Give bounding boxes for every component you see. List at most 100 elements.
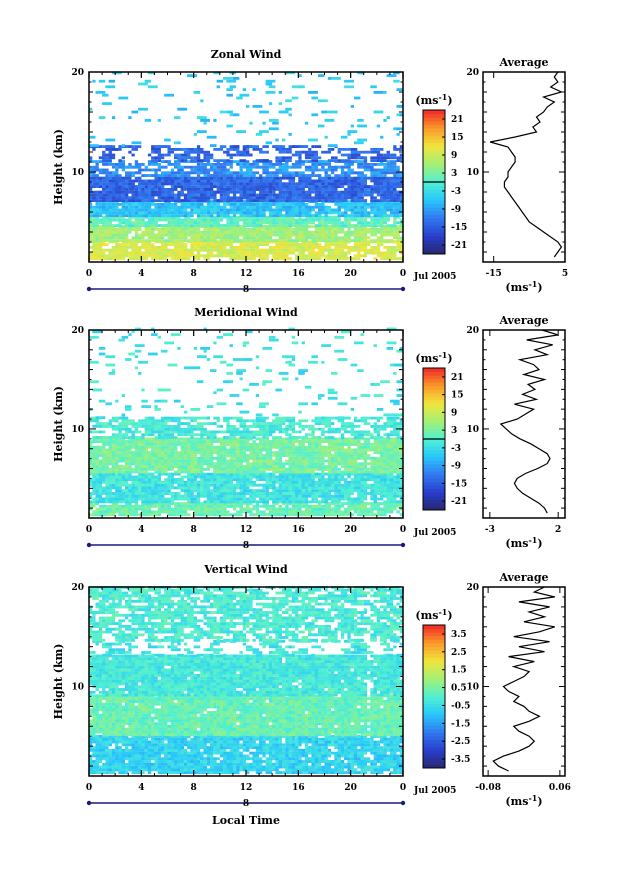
heatmap-cell — [229, 478, 233, 481]
heatmap-cell — [115, 218, 119, 222]
heatmap-cell — [360, 71, 364, 75]
heatmap-cell — [259, 472, 263, 476]
heatmap-cell — [111, 193, 119, 197]
heatmap-cell — [219, 218, 224, 222]
heatmap-cell — [151, 486, 155, 490]
heatmap-cell — [399, 156, 403, 160]
heatmap-cell — [226, 124, 233, 128]
heatmap-cell — [111, 254, 116, 258]
heatmap-cell — [321, 199, 328, 202]
heatmap-cell — [167, 163, 178, 166]
colorbar-segment — [423, 246, 445, 251]
heatmap-cell — [206, 214, 211, 217]
heatmap-cell — [190, 246, 197, 249]
heatmap-cell — [213, 221, 220, 225]
heatmap-cell — [275, 196, 282, 200]
heatmap-cell — [174, 492, 178, 495]
heatmap-cell — [89, 459, 93, 463]
heatmap-cell — [108, 239, 112, 242]
heatmap-cell — [170, 510, 175, 514]
heatmap-cell — [151, 465, 158, 468]
heatmap-cell — [246, 214, 253, 217]
heatmap-cell — [393, 176, 400, 180]
heatmap-cell — [295, 478, 299, 481]
heatmap-cell — [229, 156, 233, 160]
colorbar-segment — [423, 218, 445, 223]
heatmap-cell — [167, 462, 171, 466]
heatmap-cell — [121, 203, 125, 206]
heatmap-cell — [154, 199, 165, 202]
heatmap-cell — [121, 228, 129, 231]
heatmap-cell — [259, 467, 266, 471]
heatmap-cell — [125, 182, 132, 186]
heatmap-cell — [380, 156, 390, 160]
heatmap-cell — [138, 208, 145, 212]
heatmap-cell — [161, 462, 165, 466]
heatmap-cell — [246, 105, 250, 108]
heatmap-cell — [311, 486, 315, 490]
heatmap-cell — [259, 214, 266, 217]
heatmap-cell — [190, 251, 194, 255]
heatmap-cell — [131, 510, 138, 514]
colorbar-segment — [423, 196, 445, 201]
heatmap-cell — [219, 179, 227, 183]
heatmap-cell — [183, 208, 188, 212]
heatmap-cell — [363, 467, 371, 471]
heatmap-cell — [252, 500, 256, 504]
heatmap-cell — [203, 182, 207, 186]
heatmap-cell — [285, 176, 296, 180]
heatmap-cell — [327, 205, 332, 209]
heatmap-cell — [363, 459, 368, 463]
heatmap-cell — [177, 179, 181, 183]
heatmap-cell — [370, 494, 377, 498]
heatmap-cell — [255, 254, 260, 258]
heatmap-cell — [295, 510, 305, 514]
heatmap-cell — [331, 467, 341, 471]
heatmap-cell — [383, 500, 390, 504]
heatmap-cell — [154, 171, 158, 175]
heatmap-cell — [134, 497, 142, 501]
heatmap-cell — [337, 228, 345, 231]
heatmap-cell — [203, 243, 210, 246]
heatmap-cell — [98, 221, 106, 225]
heatmap-cell — [144, 224, 152, 227]
heatmap-cell — [180, 254, 188, 258]
heatmap-cell — [200, 214, 207, 217]
heatmap-cell — [95, 483, 102, 487]
heatmap-cell — [363, 251, 374, 255]
heatmap-cell — [246, 182, 253, 186]
heatmap-cell — [298, 159, 302, 162]
heatmap-cell — [380, 148, 384, 151]
heatmap-cell — [324, 215, 331, 219]
heatmap-cell — [249, 185, 260, 188]
heatmap-cell — [164, 486, 168, 490]
heatmap-cell — [223, 236, 227, 240]
heatmap-cell — [105, 467, 109, 471]
heatmap-cell — [311, 459, 315, 463]
heatmap-cell — [170, 494, 175, 498]
heatmap-cell — [105, 510, 109, 514]
heatmap-cell — [177, 228, 184, 231]
heatmap-cell — [291, 481, 299, 484]
heatmap-cell — [298, 215, 302, 219]
heatmap-cell — [386, 230, 394, 234]
heatmap-cell — [229, 211, 237, 215]
heatmap-cell — [321, 211, 328, 215]
heatmap-cell — [125, 233, 129, 237]
heatmap-cell — [301, 456, 309, 460]
heatmap-cell — [95, 486, 102, 490]
colorbar-segment — [423, 200, 445, 205]
heatmap-cell — [89, 500, 93, 504]
heatmap-cell — [125, 171, 132, 175]
heatmap-cell — [321, 486, 328, 490]
heatmap-cell — [321, 239, 325, 242]
heatmap-cell — [370, 156, 381, 160]
heatmap-cell — [242, 196, 250, 200]
heatmap-cell — [92, 205, 96, 209]
heatmap-cell — [353, 478, 361, 481]
heatmap-cell — [337, 497, 345, 501]
heatmap-cell — [216, 486, 220, 490]
heatmap-cell — [386, 215, 390, 219]
heatmap-cell — [268, 467, 276, 471]
heatmap-cell — [203, 165, 207, 169]
